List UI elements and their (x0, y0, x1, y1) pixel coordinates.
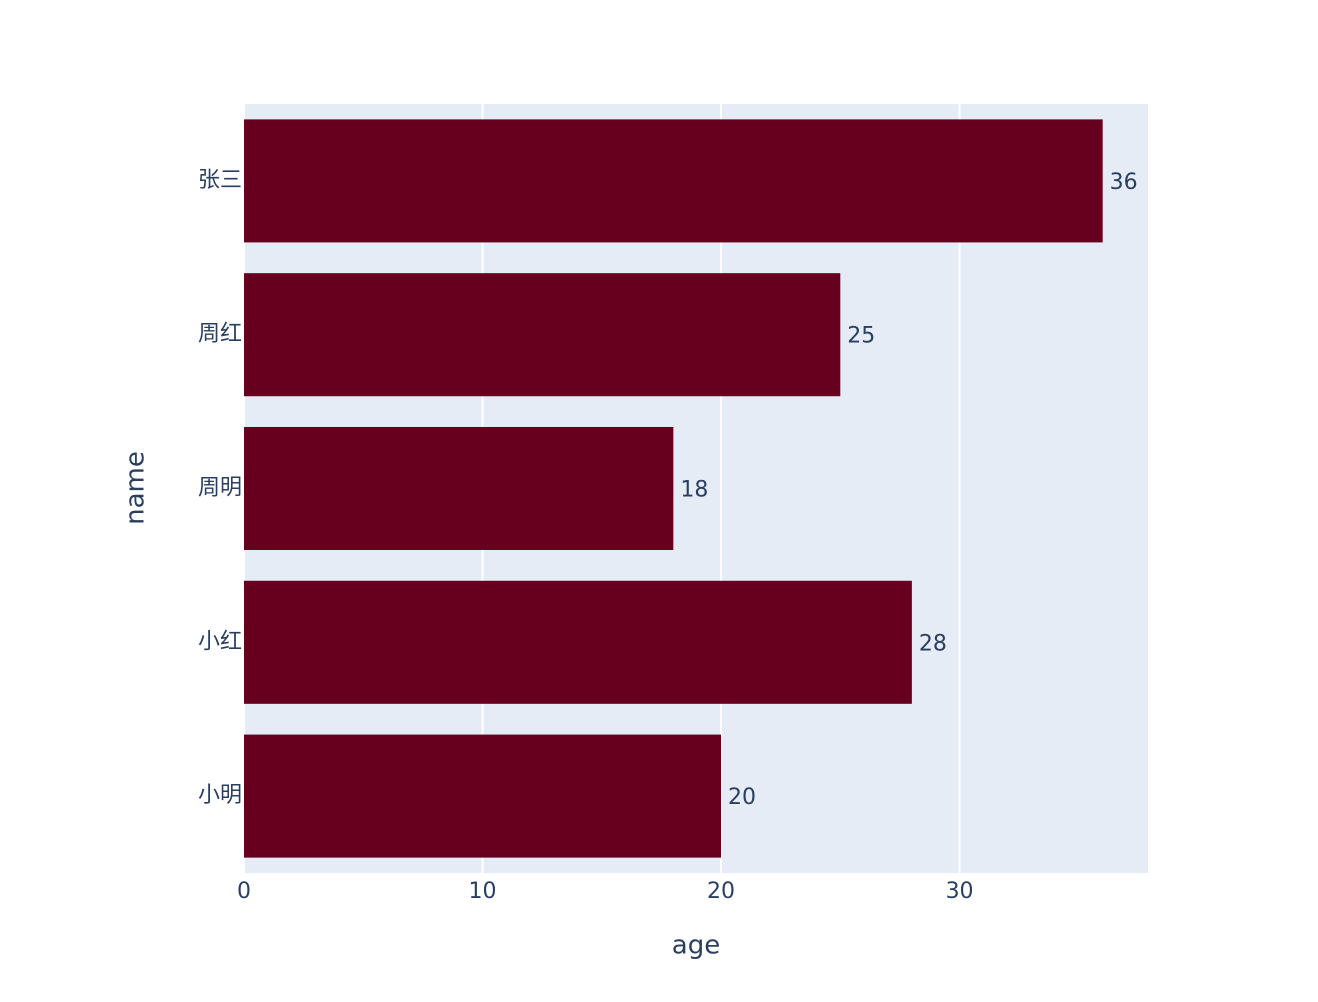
x-tick-label: 0 (237, 879, 251, 904)
x-tick-label: 30 (946, 879, 974, 904)
bar (244, 119, 1103, 243)
y-tick-label: 周明 (198, 476, 242, 501)
bar (244, 734, 722, 858)
data-label: 18 (680, 478, 708, 503)
y-tick-label: 小明 (198, 783, 242, 808)
x-axis-title: age (672, 931, 720, 961)
data-label: 36 (1110, 170, 1138, 195)
y-axis-title: name (121, 451, 151, 525)
x-tick-label: 20 (707, 879, 735, 904)
y-tick-label: 张三 (198, 168, 242, 193)
bar (244, 426, 674, 551)
x-tick-label: 10 (469, 879, 497, 904)
bar (244, 273, 841, 397)
y-tick-label: 小红 (198, 629, 242, 654)
y-tick-label: 周红 (198, 322, 242, 347)
bar (244, 580, 912, 704)
data-label: 25 (847, 324, 875, 349)
data-label: 20 (728, 785, 756, 810)
data-label: 28 (919, 631, 947, 656)
